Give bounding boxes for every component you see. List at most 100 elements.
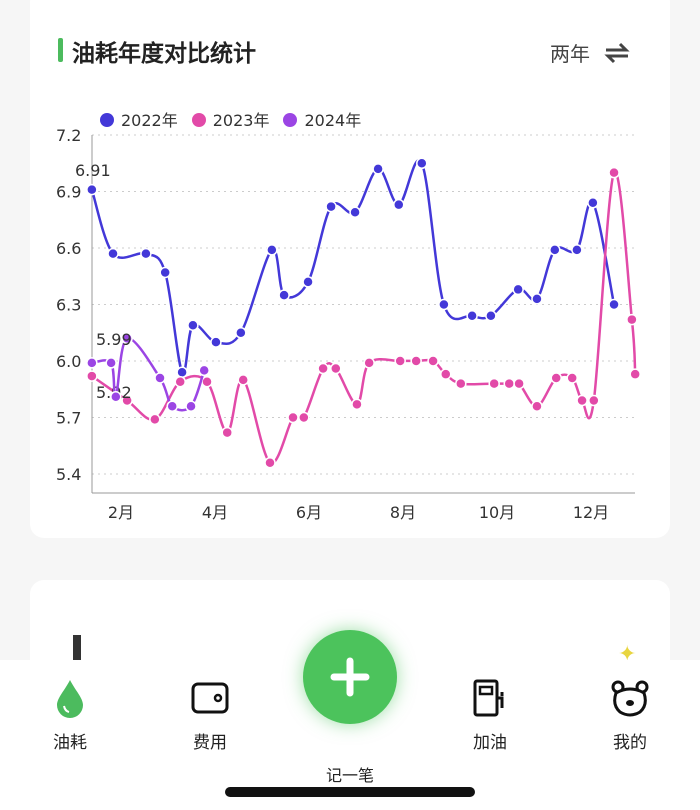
data-point — [512, 283, 524, 296]
x-tick-label: 2月 — [108, 503, 134, 522]
legend-item-2024[interactable]: 2024年 — [283, 107, 361, 131]
data-point — [531, 400, 543, 412]
data-point — [176, 366, 188, 379]
series-line-2022年 — [90, 159, 616, 375]
add-record-button[interactable] — [303, 630, 397, 724]
data-point — [185, 400, 197, 412]
data-point — [105, 357, 117, 369]
data-point — [210, 336, 222, 348]
data-point — [626, 313, 638, 326]
y-tick-label: 6.9 — [56, 183, 81, 202]
data-point — [187, 319, 199, 331]
data-point — [221, 426, 233, 439]
plus-icon — [330, 657, 370, 697]
data-point — [393, 198, 405, 211]
data-point — [298, 411, 310, 424]
bear-icon — [611, 680, 649, 717]
data-point — [549, 244, 561, 256]
nav-item-mine[interactable]: 我的 — [590, 678, 670, 753]
data-label: 5.99 — [96, 330, 132, 349]
x-tick-label: 8月 — [390, 503, 416, 522]
y-tick-label: 6.6 — [56, 239, 81, 258]
fuel-pump-icon — [473, 679, 504, 717]
data-point — [154, 372, 166, 384]
add-record-label: 记一笔 — [325, 766, 374, 785]
data-point — [266, 244, 278, 256]
data-point — [149, 413, 161, 426]
title-accent-bar — [73, 635, 81, 663]
x-tick-label: 4月 — [202, 503, 228, 522]
data-point — [166, 400, 178, 412]
data-point — [121, 394, 133, 407]
wallet-icon — [191, 682, 229, 714]
data-point — [349, 206, 361, 218]
data-point — [317, 362, 329, 375]
data-point — [438, 298, 450, 311]
chart-legend: 2022年 2023年 2024年 — [100, 107, 361, 131]
y-tick-label: 5.4 — [56, 465, 81, 484]
data-point — [394, 355, 406, 367]
data-point — [608, 166, 620, 179]
data-point — [513, 377, 525, 390]
data-point — [330, 362, 342, 375]
nav-item-refuel[interactable]: 加油 — [450, 678, 530, 753]
data-point — [325, 200, 337, 213]
data-label: 6.91 — [75, 161, 111, 180]
data-point — [86, 183, 98, 196]
data-point — [503, 377, 515, 390]
data-point — [86, 357, 98, 369]
data-point — [235, 327, 247, 339]
data-point — [485, 310, 497, 322]
data-point — [531, 293, 543, 305]
nav-item-expense[interactable]: 费用 — [170, 678, 250, 753]
data-point — [159, 266, 171, 279]
nav-item-fuel[interactable]: 油耗 — [30, 678, 110, 753]
x-tick-label: 10月 — [479, 503, 515, 522]
y-tick-label: 5.7 — [56, 409, 81, 428]
x-tick-label: 6月 — [296, 503, 322, 522]
data-point — [566, 372, 578, 384]
data-point — [140, 247, 152, 260]
legend-item-2023[interactable]: 2023年 — [191, 107, 269, 131]
swap-icon[interactable] — [604, 42, 630, 64]
data-point — [576, 394, 588, 407]
data-point — [488, 377, 500, 390]
drop-icon — [57, 680, 83, 718]
nav-label: 费用 — [193, 733, 227, 753]
data-point — [427, 355, 439, 367]
nav-label: 油耗 — [53, 733, 87, 753]
data-point — [550, 372, 562, 384]
home-indicator — [225, 787, 475, 797]
data-point — [440, 368, 452, 380]
data-point — [571, 244, 583, 256]
y-tick-label: 6.0 — [56, 352, 81, 371]
data-point — [410, 355, 422, 367]
card-title: 油耗年度对比统计 — [72, 41, 256, 67]
range-toggle[interactable]: 两年 — [550, 38, 630, 67]
y-tick-label: 6.3 — [56, 296, 81, 315]
data-point — [110, 391, 122, 403]
data-point — [351, 398, 363, 411]
data-point — [198, 364, 210, 377]
data-point — [587, 197, 599, 209]
data-point — [466, 310, 478, 322]
data-point — [629, 368, 641, 380]
data-point — [588, 394, 600, 407]
data-point — [302, 276, 314, 288]
nav-label: 我的 — [613, 733, 647, 753]
data-point — [86, 370, 98, 382]
data-point — [237, 374, 249, 386]
fuel-line-chart: 5.4 5.7 6.0 6.3 6.6 6.9 7.2 2月 4月 6月 8月 10月 12月 6.91 5… — [56, 126, 641, 522]
data-point — [278, 289, 290, 301]
data-point — [608, 298, 620, 311]
data-point — [287, 411, 299, 424]
legend-item-2022[interactable]: 2022年 — [100, 107, 178, 131]
data-point — [455, 377, 467, 390]
range-label: 两年 — [550, 42, 590, 66]
data-point — [201, 375, 213, 388]
fuel-comparison-card — [30, 0, 670, 538]
data-point — [264, 456, 276, 469]
data-point — [174, 375, 186, 388]
data-point — [416, 157, 428, 169]
data-point — [107, 247, 119, 260]
